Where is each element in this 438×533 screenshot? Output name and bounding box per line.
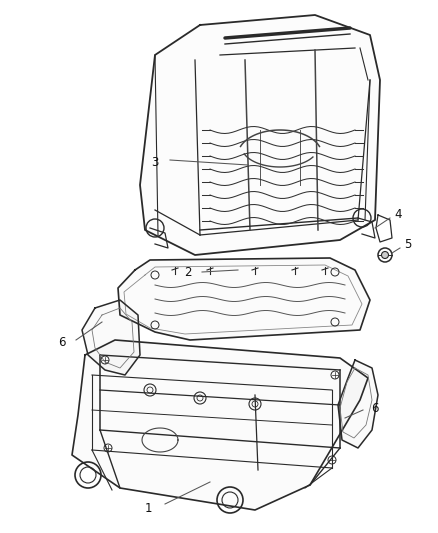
- Polygon shape: [118, 258, 370, 340]
- Text: 6: 6: [371, 401, 379, 415]
- Polygon shape: [338, 360, 378, 448]
- Text: 4: 4: [394, 208, 402, 222]
- Polygon shape: [82, 300, 140, 375]
- Text: 5: 5: [404, 238, 412, 252]
- Text: 1: 1: [144, 502, 152, 514]
- Polygon shape: [140, 15, 380, 255]
- Text: 3: 3: [151, 156, 159, 168]
- Circle shape: [381, 252, 389, 259]
- Text: 6: 6: [58, 335, 66, 349]
- Polygon shape: [72, 340, 368, 510]
- Text: 2: 2: [184, 265, 192, 279]
